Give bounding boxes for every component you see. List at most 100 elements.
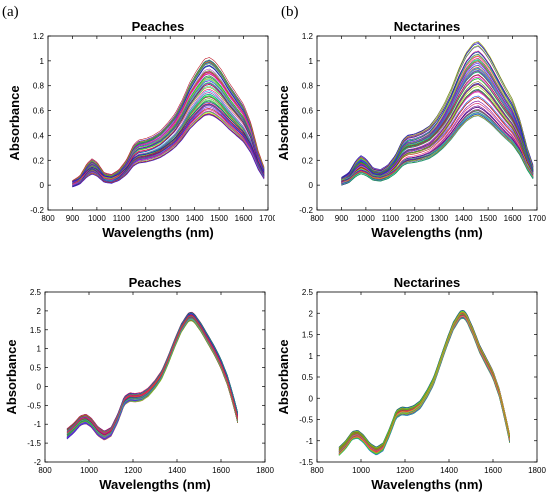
- spectrum-line: [66, 313, 238, 432]
- spectrum-line: [66, 315, 238, 432]
- spectrum-line: [66, 318, 238, 434]
- spectrum-line: [338, 315, 510, 453]
- chart-title: Nectarines: [394, 19, 460, 34]
- spectrum-line: [66, 313, 238, 432]
- spectrum-line: [66, 315, 238, 435]
- x-tick-label: 1600: [235, 214, 253, 223]
- spectrum-line: [66, 316, 238, 437]
- spectrum-line: [66, 315, 238, 435]
- spectrum-line: [341, 74, 534, 180]
- y-tick-label: -2: [34, 458, 42, 467]
- x-tick-label: 1800: [528, 466, 546, 475]
- spectrum-line: [338, 317, 510, 456]
- y-tick-label: 1.5: [302, 331, 314, 340]
- spectrum-line: [66, 313, 238, 437]
- chart-title: Nectarines: [394, 275, 460, 290]
- x-tick-label: 1400: [455, 214, 473, 223]
- x-tick-label: 900: [335, 214, 349, 223]
- spectrum-line: [338, 315, 510, 456]
- spectrum-line: [341, 41, 534, 181]
- x-tick-label: 800: [38, 466, 52, 475]
- y-tick-label: 0.4: [302, 131, 314, 140]
- spectrum-line: [341, 51, 534, 183]
- spectrum-line: [338, 316, 510, 455]
- spectrum-line: [338, 314, 510, 455]
- spectrum-line: [338, 312, 510, 455]
- spectra-group: [66, 311, 238, 441]
- spectrum-line: [338, 315, 510, 452]
- x-tick-label: 1800: [256, 466, 274, 475]
- y-tick-label: -0.2: [30, 206, 44, 215]
- spectrum-line: [338, 312, 510, 453]
- spectrum-line: [72, 103, 265, 187]
- spectrum-line: [341, 51, 534, 179]
- spectrum-line: [338, 312, 510, 455]
- spectrum-line: [338, 317, 510, 456]
- x-tick-label: 1500: [479, 214, 497, 223]
- y-tick-label: 1.2: [302, 32, 314, 41]
- y-tick-label: 0.4: [33, 131, 45, 140]
- y-tick-label: 2: [37, 307, 42, 316]
- spectrum-line: [338, 316, 510, 455]
- x-tick-label: 800: [310, 214, 324, 223]
- spectrum-line: [338, 314, 510, 452]
- y-tick-label: -1: [34, 420, 42, 429]
- spectrum-line: [338, 316, 510, 455]
- spectrum-line: [66, 314, 238, 433]
- x-tick-label: 1700: [528, 214, 546, 223]
- panel-label-a: (a): [2, 4, 19, 20]
- spectrum-line: [72, 57, 265, 181]
- spectrum-line: [72, 101, 265, 182]
- x-tick-label: 1600: [212, 466, 230, 475]
- y-tick-label: 0.6: [33, 107, 45, 116]
- spectrum-line: [338, 311, 510, 450]
- spectrum-line: [66, 314, 238, 436]
- x-tick-label: 1000: [80, 466, 98, 475]
- spectrum-line: [66, 315, 238, 436]
- y-tick-label: 2: [309, 309, 314, 318]
- x-tick-label: 1200: [124, 466, 142, 475]
- spectrum-line: [338, 313, 510, 456]
- spectrum-line: [66, 320, 238, 437]
- x-tick-label: 1200: [396, 466, 414, 475]
- x-tick-label: 1600: [484, 466, 502, 475]
- spectrum-line: [66, 318, 238, 436]
- spectrum-line: [338, 317, 510, 455]
- y-tick-label: 1.5: [30, 326, 42, 335]
- spectrum-line: [338, 314, 510, 451]
- spectrum-line: [338, 316, 510, 454]
- spectrum-line: [338, 315, 510, 456]
- y-tick-label: 2.5: [30, 288, 42, 297]
- y-tick-label: -0.2: [299, 206, 313, 215]
- spectrum-line: [341, 84, 534, 185]
- chart-peaches-raw: Peaches 800 900 1000 1100 1200 1300 1400 1500 160…: [7, 19, 275, 240]
- spectrum-line: [338, 312, 510, 454]
- spectrum-line: [338, 313, 510, 452]
- axes-box: [316, 35, 538, 211]
- spectrum-line: [338, 311, 510, 449]
- x-tick-label: 1200: [137, 214, 155, 223]
- panel-label-b: (b): [281, 4, 299, 20]
- spectra-group: [338, 309, 510, 456]
- x-tick-label: 1000: [352, 466, 370, 475]
- spectrum-line: [66, 315, 238, 437]
- spectrum-line: [66, 314, 238, 433]
- spectrum-line: [338, 311, 510, 453]
- spectrum-line: [66, 316, 238, 433]
- spectrum-line: [338, 316, 510, 454]
- y-tick-label: 0.8: [33, 82, 45, 91]
- spectrum-line: [338, 318, 510, 456]
- spectrum-line: [338, 310, 510, 448]
- spectrum-line: [66, 317, 238, 437]
- y-axis-label: Absorbance: [276, 85, 291, 160]
- spectrum-line: [72, 82, 265, 188]
- axes-box: [44, 291, 266, 463]
- chart-peaches-preprocessed: Peaches 800 1000 1200 1400 1600 1800 -2 -1.5 -1 -0…: [4, 275, 274, 492]
- spectrum-line: [338, 313, 510, 456]
- x-tick-label: 1200: [406, 214, 424, 223]
- y-tick-label: 0: [37, 382, 42, 391]
- spectrum-line: [66, 314, 238, 436]
- y-tick-label: 0.5: [302, 373, 314, 382]
- spectrum-line: [338, 312, 510, 448]
- spectrum-line: [338, 314, 510, 451]
